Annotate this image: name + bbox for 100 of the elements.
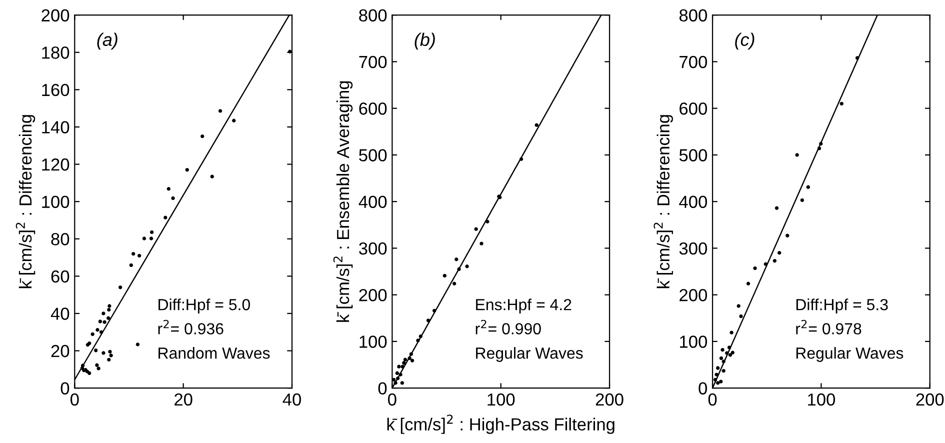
point [150, 230, 154, 234]
point [394, 381, 398, 385]
point [99, 330, 104, 334]
point [855, 56, 860, 60]
y-tick-label: 0 [60, 382, 70, 395]
point [400, 381, 404, 385]
point [714, 372, 718, 376]
annotation: (a) [97, 32, 118, 50]
point [398, 372, 402, 376]
point [800, 198, 804, 202]
point [778, 251, 782, 255]
x-tick-label: 0 [708, 393, 717, 406]
point [408, 356, 412, 360]
point [713, 378, 718, 382]
point [400, 364, 404, 368]
annotation: (b) [414, 32, 435, 50]
point [95, 363, 99, 367]
annotation: r$^{2}$= 0.978 [796, 320, 862, 334]
point [725, 351, 729, 355]
x-tick-label: 100 [808, 393, 836, 406]
point [109, 354, 113, 358]
point [764, 262, 768, 266]
point [218, 109, 222, 113]
point [132, 252, 136, 256]
annotation: r$^{2}$= 0.990 [476, 320, 541, 334]
point [727, 346, 732, 350]
annotation: Ens:Hpf = 4.2 [476, 298, 572, 314]
point [426, 318, 430, 322]
y-tick-label: 160 [42, 84, 70, 96]
point [465, 264, 469, 268]
point [118, 286, 122, 290]
y-tick-label: 140 [42, 121, 70, 134]
point [94, 348, 98, 352]
y-tick-label: 100 [42, 196, 70, 208]
y-tick-label: 200 [42, 9, 70, 22]
point [728, 353, 732, 357]
point [149, 236, 154, 240]
annotation: Regular Waves [476, 347, 583, 362]
x-tick-label: 100 [488, 393, 515, 406]
x-axis-title: k̄ [cm/s]$^{2}$ : High-Pass Filtering [387, 414, 614, 434]
point [137, 254, 142, 258]
y-tick-label: 200 [359, 288, 387, 302]
y-axis-title: k̄ [cm/s]$^{2}$ : Differencing [654, 115, 673, 288]
point [96, 328, 100, 332]
point [746, 282, 750, 286]
point [409, 352, 414, 356]
point [519, 157, 524, 161]
x-tick-label: 0 [388, 393, 396, 406]
point [719, 356, 724, 360]
y-axis-title: k̄ [cm/s]$^{2}$ : Ensemble Averaging [333, 81, 353, 322]
point [817, 146, 822, 150]
point [722, 360, 726, 364]
point [719, 380, 723, 384]
point [416, 338, 420, 342]
point [397, 364, 401, 368]
y-tick-label: 100 [360, 336, 387, 348]
point [774, 206, 779, 210]
point [795, 153, 799, 157]
point [819, 142, 823, 146]
x-tick-label: 0 [70, 393, 79, 406]
y-tick-label: 180 [42, 46, 70, 59]
point [454, 258, 458, 262]
point [98, 320, 102, 324]
point [396, 376, 400, 380]
point [474, 227, 478, 231]
y-tick-label: 40 [50, 308, 70, 320]
y-axis-title: k̄ [cm/s]$^{2}$ : Differencing [16, 115, 36, 288]
y-tick-label: 60 [51, 270, 70, 283]
point [392, 378, 396, 382]
point [786, 234, 790, 238]
x-tick-label: 20 [174, 393, 192, 406]
point [402, 361, 406, 365]
y-tick-label: 600 [359, 102, 387, 115]
point [142, 236, 146, 240]
point [164, 216, 168, 220]
y-tick-label: 800 [359, 9, 387, 22]
y-tick-label: 120 [42, 158, 70, 171]
y-tick-label: 700 [680, 56, 707, 68]
annotation: Diff:Hpf = 5.0 [158, 298, 250, 314]
y-tick-label: 20 [51, 344, 70, 358]
point [107, 358, 111, 362]
y-tick-label: 500 [359, 149, 387, 162]
point [534, 123, 538, 127]
point [395, 371, 400, 375]
y-tick-label: 500 [679, 149, 707, 162]
point [108, 304, 112, 308]
point [90, 332, 94, 336]
point [720, 348, 724, 352]
y-tick-label: 200 [680, 288, 707, 302]
annotation: (c) [735, 32, 754, 50]
point [403, 358, 408, 362]
point [232, 118, 236, 122]
point [730, 330, 734, 334]
annotation: Diff:Hpf = 5.3 [796, 298, 888, 314]
annotation: r$^{2}$= 0.936 [158, 320, 224, 334]
point [486, 220, 490, 224]
annotation: Random Waves [158, 347, 270, 359]
point [716, 381, 720, 385]
y-tick-label: 400 [358, 196, 387, 208]
annotation: Regular Waves [796, 347, 904, 362]
